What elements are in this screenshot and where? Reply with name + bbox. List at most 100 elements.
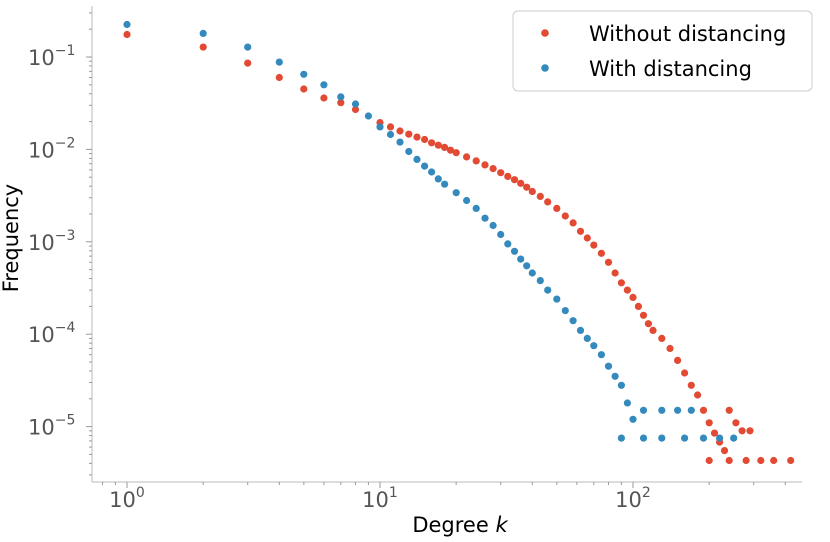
- data-point-without-distancing: [123, 30, 131, 39]
- data-point-without-distancing: [694, 391, 702, 399]
- data-point-without-distancing: [434, 141, 442, 149]
- legend-label-without: Without distancing: [589, 22, 786, 46]
- y-tick-label: 10−5: [28, 413, 75, 440]
- y-tick-base: 10: [28, 323, 55, 347]
- data-point-without-distancing: [623, 286, 632, 294]
- y-tick-base: 10: [28, 416, 55, 440]
- data-point-with-distancing: [244, 43, 252, 51]
- data-point-with-distancing: [617, 434, 626, 442]
- data-point-with-distancing: [300, 70, 308, 78]
- data-point-without-distancing: [463, 153, 471, 161]
- data-point-without-distancing: [742, 456, 750, 465]
- data-point-without-distancing: [569, 219, 577, 227]
- y-tick-exponent: −5: [55, 413, 76, 429]
- x-tick-base: 10: [615, 488, 642, 512]
- y-tick-label: 10−1: [28, 43, 75, 70]
- data-point-with-distancing: [199, 29, 207, 37]
- x-tick-exponent: 1: [389, 485, 398, 501]
- data-point-with-distancing: [674, 406, 682, 414]
- y-tick-exponent: −1: [55, 43, 76, 59]
- data-point-with-distancing: [544, 286, 552, 294]
- data-point-without-distancing: [738, 427, 746, 435]
- data-point-without-distancing: [658, 334, 666, 342]
- data-point-with-distancing: [623, 399, 632, 407]
- data-point-without-distancing: [629, 293, 637, 301]
- data-point-with-distancing: [364, 112, 372, 120]
- data-point-with-distancing: [497, 230, 505, 239]
- data-point-with-distancing: [123, 20, 131, 29]
- data-point-with-distancing: [413, 155, 421, 163]
- data-point-with-distancing: [583, 334, 591, 342]
- data-point-without-distancing: [561, 212, 569, 220]
- data-point-without-distancing: [644, 320, 653, 328]
- data-point-without-distancing: [617, 279, 626, 287]
- x-tick-label: 100: [109, 485, 145, 512]
- data-point-without-distancing: [757, 456, 765, 465]
- data-point-with-distancing: [604, 362, 613, 370]
- data-point-without-distancing: [244, 59, 252, 67]
- data-point-without-distancing: [597, 249, 606, 257]
- data-point-with-distancing: [320, 81, 328, 89]
- data-point-without-distancing: [553, 204, 561, 212]
- data-point-with-distancing: [510, 247, 519, 255]
- legend-marker-without: [541, 29, 549, 37]
- data-point-with-distancing: [553, 295, 561, 303]
- data-point-with-distancing: [504, 240, 512, 248]
- data-point-without-distancing: [710, 429, 719, 437]
- data-point-without-distancing: [544, 198, 552, 206]
- legend: Without distancing With distancing: [512, 10, 813, 92]
- data-point-without-distancing: [725, 406, 733, 414]
- x-tick-labels: 100 101 102: [109, 485, 651, 512]
- data-point-with-distancing: [528, 269, 536, 277]
- data-point-with-distancing: [658, 434, 666, 442]
- data-point-with-distancing: [611, 372, 619, 380]
- data-point-without-distancing: [386, 123, 395, 131]
- series-with-distancing: [123, 20, 738, 442]
- data-point-without-distancing: [300, 85, 308, 93]
- data-point-with-distancing: [590, 342, 598, 350]
- data-point-without-distancing: [497, 169, 505, 177]
- y-tick-base: 10: [28, 231, 55, 255]
- data-point-without-distancing: [528, 187, 536, 196]
- data-point-without-distancing: [489, 165, 497, 173]
- data-point-without-distancing: [604, 258, 613, 266]
- x-tick-label: 102: [615, 485, 651, 512]
- data-point-with-distancing: [716, 434, 724, 442]
- y-tick-label: 10−2: [28, 135, 75, 162]
- data-point-with-distancing: [597, 351, 606, 359]
- data-point-without-distancing: [746, 427, 754, 435]
- data-point-without-distancing: [787, 456, 795, 465]
- data-point-without-distancing: [405, 130, 413, 138]
- data-point-with-distancing: [376, 123, 384, 131]
- y-tick-base: 10: [28, 138, 55, 162]
- data-point-with-distancing: [536, 277, 544, 285]
- legend-box: [512, 10, 813, 92]
- data-point-without-distancing: [590, 241, 598, 249]
- y-tick-label: 10−4: [28, 320, 75, 347]
- data-point-without-distancing: [396, 127, 404, 135]
- data-point-without-distancing: [320, 94, 328, 102]
- data-point-without-distancing: [504, 172, 512, 180]
- data-point-without-distancing: [705, 419, 713, 427]
- legend-label-with: With distancing: [589, 57, 752, 81]
- data-point-with-distancing: [639, 406, 648, 414]
- y-tick-labels: 10−510−410−310−210−1: [28, 43, 75, 440]
- data-point-with-distancing: [576, 326, 585, 334]
- data-point-with-distancing: [428, 168, 436, 176]
- data-point-without-distancing: [666, 344, 674, 353]
- data-point-with-distancing: [523, 262, 531, 270]
- data-point-with-distancing: [481, 214, 489, 222]
- y-tick-exponent: −3: [55, 228, 76, 244]
- data-point-with-distancing: [517, 255, 525, 263]
- data-point-without-distancing: [687, 381, 695, 389]
- data-point-without-distancing: [510, 176, 519, 184]
- data-point-with-distancing: [463, 196, 471, 205]
- x-tick-base: 10: [109, 488, 136, 512]
- data-point-without-distancing: [674, 356, 682, 364]
- data-point-without-distancing: [351, 105, 360, 114]
- data-point-with-distancing: [569, 317, 577, 325]
- x-tick-exponent: 2: [642, 485, 651, 501]
- data-point-with-distancing: [386, 130, 395, 139]
- data-point-with-distancing: [421, 162, 429, 170]
